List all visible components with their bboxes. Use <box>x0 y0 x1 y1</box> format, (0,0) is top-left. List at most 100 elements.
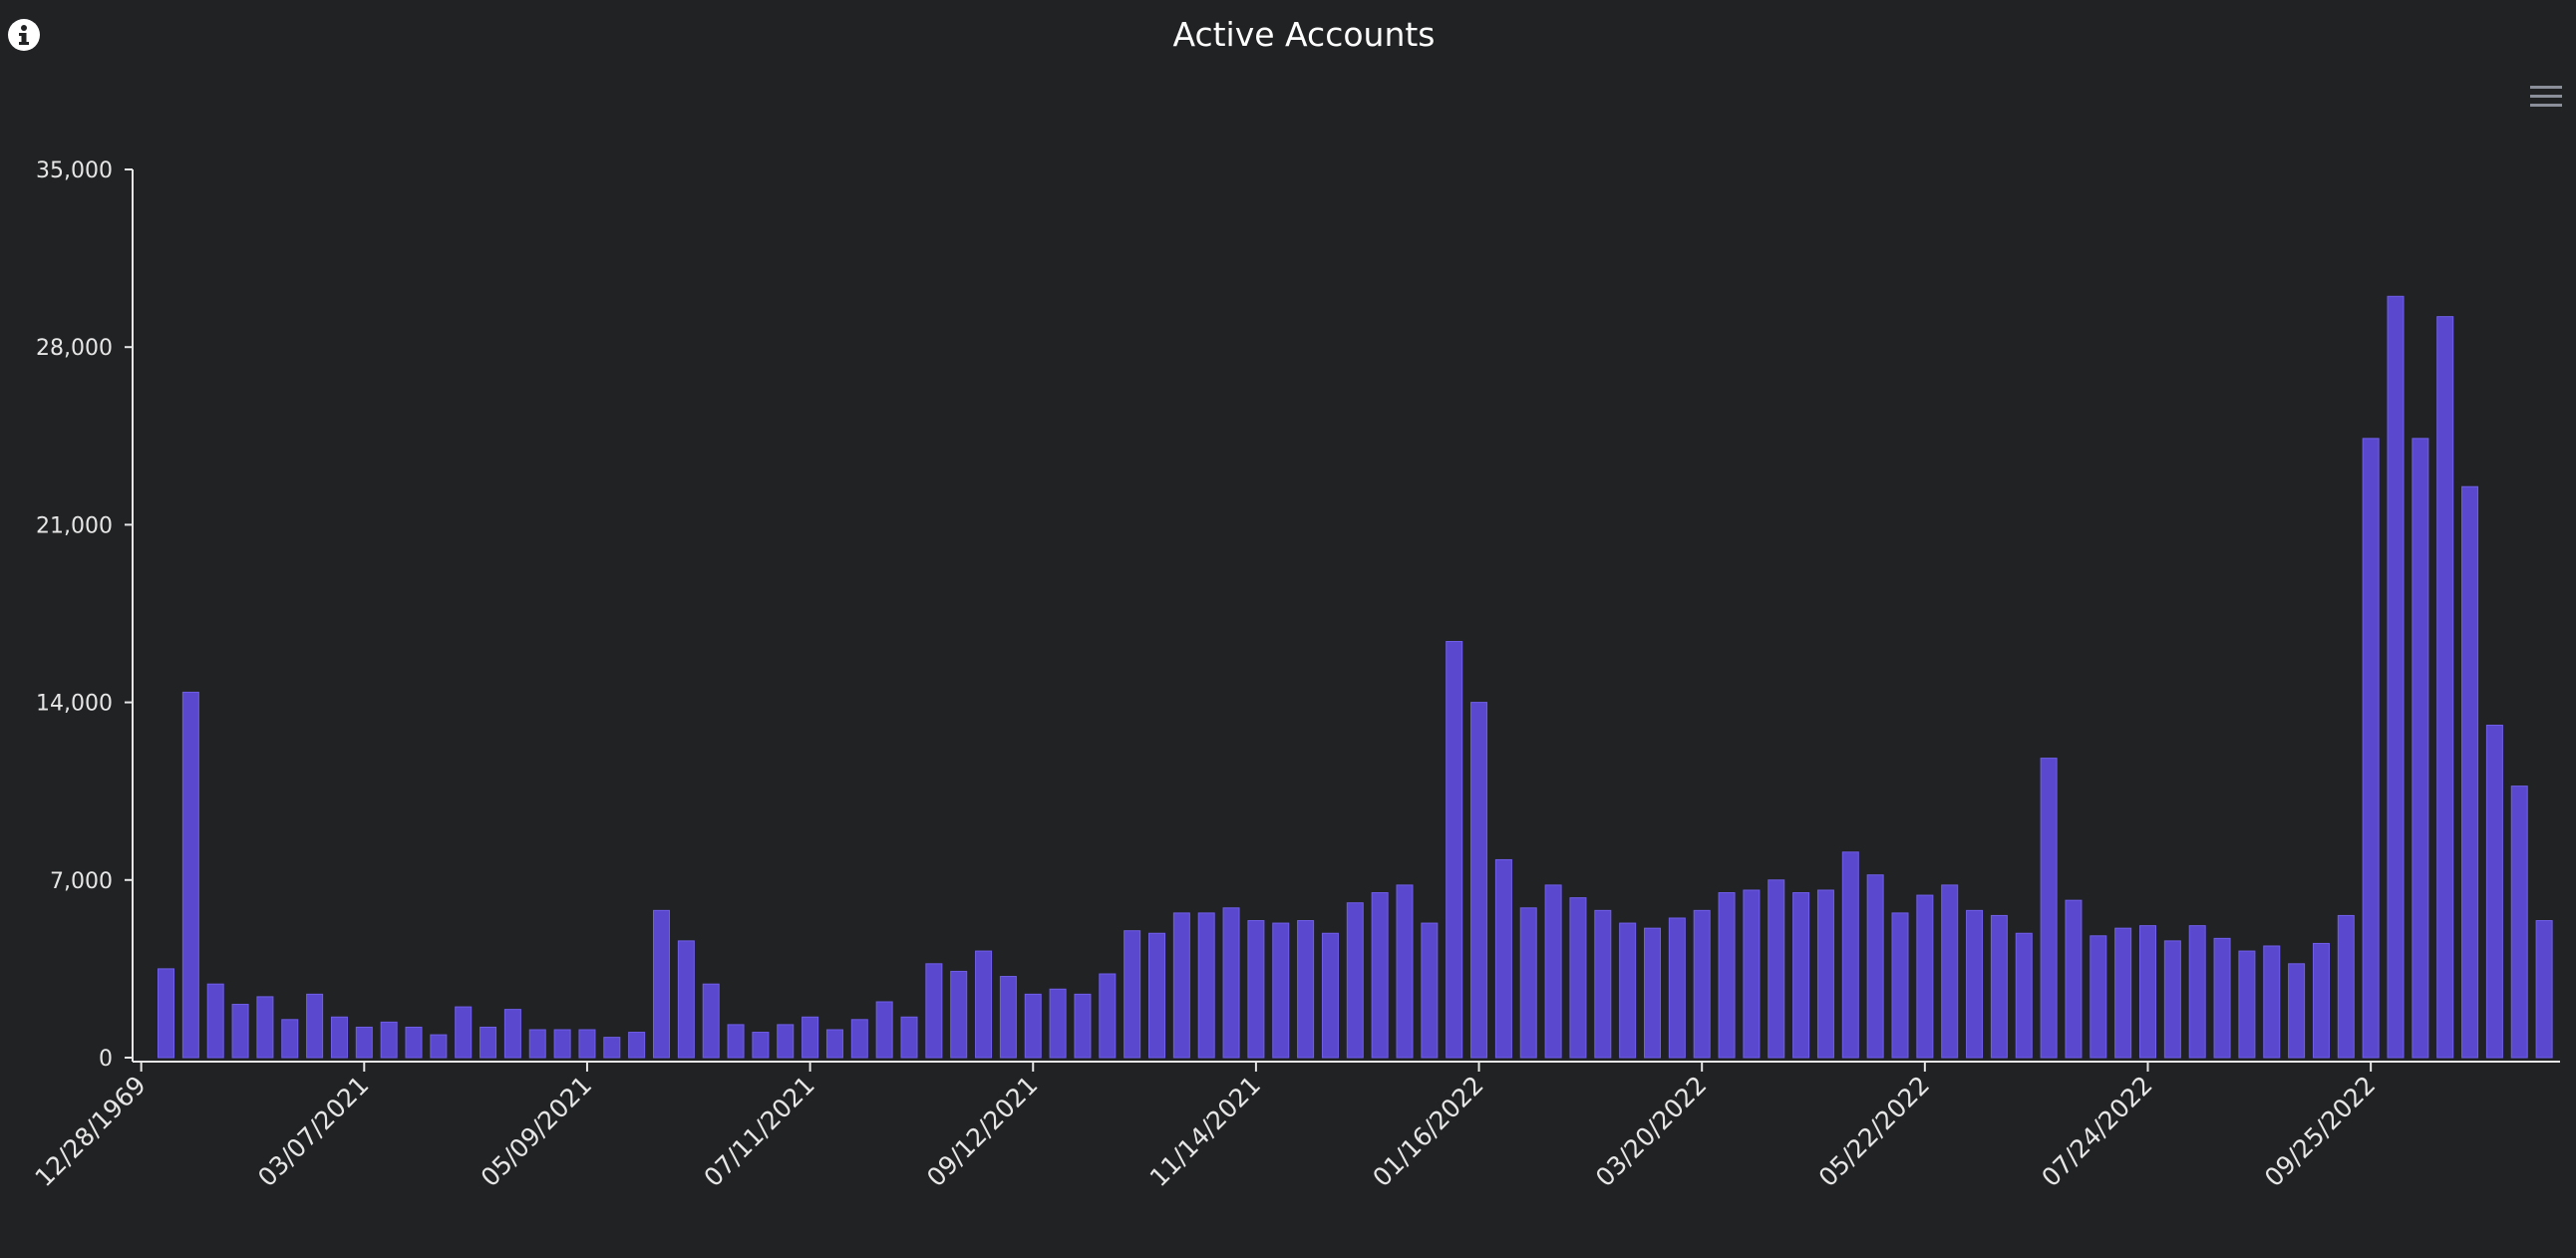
hamburger-menu-icon[interactable] <box>2530 86 2562 107</box>
bar[interactable] <box>999 976 1017 1059</box>
x-tick-label: 09/12/2021 <box>921 1071 1043 1192</box>
bar[interactable] <box>1421 922 1439 1059</box>
bar[interactable] <box>330 1016 348 1059</box>
bar[interactable] <box>603 1037 621 1059</box>
bar[interactable] <box>1124 930 1141 1059</box>
bar[interactable] <box>206 983 224 1059</box>
bar[interactable] <box>1222 907 1240 1059</box>
bar[interactable] <box>430 1034 448 1059</box>
bar[interactable] <box>2485 725 2503 1059</box>
bar[interactable] <box>1916 894 1934 1059</box>
bar[interactable] <box>1197 912 1215 1059</box>
bar[interactable] <box>2040 758 2058 1059</box>
bar[interactable] <box>1494 858 1512 1059</box>
bar[interactable] <box>1569 897 1587 1059</box>
bar[interactable] <box>1470 702 1488 1059</box>
bar[interactable] <box>1966 909 1984 1059</box>
bar[interactable] <box>1841 851 1859 1059</box>
bar[interactable] <box>777 1024 795 1059</box>
bar[interactable] <box>380 1021 398 1059</box>
bar[interactable] <box>2090 935 2107 1059</box>
bar[interactable] <box>653 909 670 1059</box>
bar[interactable] <box>2114 927 2132 1059</box>
bar[interactable] <box>727 1024 745 1059</box>
bar[interactable] <box>306 993 324 1059</box>
bar[interactable] <box>1148 932 1165 1059</box>
bar[interactable] <box>2263 945 2281 1059</box>
bar[interactable] <box>1371 892 1389 1059</box>
bar[interactable] <box>1768 879 1785 1059</box>
bar[interactable] <box>1743 889 1761 1059</box>
bar[interactable] <box>1024 993 1042 1059</box>
bar[interactable] <box>1049 988 1067 1059</box>
bar[interactable] <box>2238 950 2256 1059</box>
bar[interactable] <box>825 1029 843 1059</box>
bar[interactable] <box>1346 902 1364 1059</box>
bar[interactable] <box>355 1026 373 1059</box>
bar[interactable] <box>578 1029 596 1059</box>
bar[interactable] <box>802 1016 819 1059</box>
bar[interactable] <box>1941 884 1959 1059</box>
bar[interactable] <box>1990 914 2008 1059</box>
bar[interactable] <box>975 950 993 1059</box>
bar[interactable] <box>2535 920 2553 1059</box>
bar[interactable] <box>1396 884 1414 1059</box>
bar[interactable] <box>2015 932 2033 1059</box>
bar[interactable] <box>2362 438 2380 1059</box>
bar[interactable] <box>256 996 274 1059</box>
bar[interactable] <box>2213 937 2231 1059</box>
bar[interactable] <box>628 1032 646 1059</box>
bar[interactable] <box>405 1026 423 1059</box>
bar[interactable] <box>925 963 943 1059</box>
bar[interactable] <box>2139 925 2156 1059</box>
bar[interactable] <box>1619 922 1637 1059</box>
bar[interactable] <box>455 1006 473 1059</box>
bar[interactable] <box>181 691 199 1059</box>
bar[interactable] <box>1272 922 1290 1059</box>
bar[interactable] <box>950 970 968 1059</box>
bar[interactable] <box>2387 295 2405 1059</box>
bar[interactable] <box>875 1001 893 1059</box>
bar[interactable] <box>553 1029 571 1059</box>
bar[interactable] <box>1866 874 1884 1059</box>
bar[interactable] <box>2436 316 2454 1059</box>
bar[interactable] <box>850 1019 868 1059</box>
bar[interactable] <box>528 1029 546 1059</box>
bar[interactable] <box>900 1016 918 1059</box>
bar[interactable] <box>1172 912 1190 1059</box>
bar[interactable] <box>752 1032 770 1059</box>
bar[interactable] <box>1519 907 1537 1059</box>
bar[interactable] <box>702 983 720 1059</box>
bar[interactable] <box>1247 920 1265 1059</box>
info-icon[interactable] <box>8 19 40 51</box>
bar[interactable] <box>1074 993 1092 1059</box>
bar[interactable] <box>281 1019 299 1059</box>
bar[interactable] <box>1668 917 1686 1059</box>
bar[interactable] <box>2188 925 2206 1059</box>
bar[interactable] <box>2065 899 2083 1059</box>
bar[interactable] <box>2163 940 2181 1059</box>
bar[interactable] <box>1718 892 1736 1059</box>
bar[interactable] <box>480 1026 497 1059</box>
bar[interactable] <box>1297 920 1315 1059</box>
bar[interactable] <box>1891 912 1909 1059</box>
bar[interactable] <box>1644 927 1661 1059</box>
bar[interactable] <box>1594 909 1612 1059</box>
bar[interactable] <box>1321 932 1339 1059</box>
bar[interactable] <box>677 940 695 1059</box>
bar[interactable] <box>1099 973 1117 1059</box>
bar[interactable] <box>1792 892 1810 1059</box>
bar[interactable] <box>1544 884 1562 1059</box>
bar[interactable] <box>2461 485 2479 1059</box>
bar[interactable] <box>158 968 174 1059</box>
bar[interactable] <box>1446 641 1463 1059</box>
bar[interactable] <box>503 1009 521 1059</box>
bar[interactable] <box>1816 889 1834 1059</box>
bar[interactable] <box>2510 786 2528 1059</box>
bar[interactable] <box>1693 909 1711 1059</box>
bar[interactable] <box>2288 963 2306 1059</box>
bar[interactable] <box>2312 942 2330 1059</box>
bar[interactable] <box>2412 438 2429 1059</box>
bar[interactable] <box>2337 914 2355 1059</box>
bar[interactable] <box>231 1004 249 1059</box>
